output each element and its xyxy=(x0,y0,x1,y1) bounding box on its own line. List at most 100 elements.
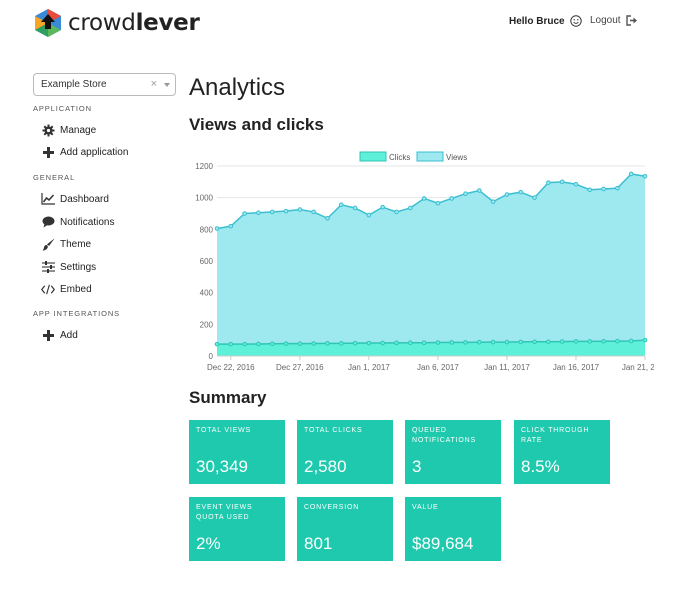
sidebar-item-notifications[interactable]: Notifications xyxy=(41,214,114,230)
clicks-point xyxy=(642,337,648,343)
stat-card-total-clicks: TOTAL CLICKS 2,580 xyxy=(297,420,393,484)
views-point xyxy=(504,192,510,197)
stat-label: TOTAL VIEWS xyxy=(196,427,251,434)
clicks-point xyxy=(559,339,565,344)
paint-brush-icon xyxy=(41,237,55,251)
views-point xyxy=(587,187,593,193)
section-app-integrations: APP INTEGRATIONS xyxy=(33,309,121,318)
views-point xyxy=(642,173,648,179)
x-tick-label: Jan 11, 2017 xyxy=(484,363,530,372)
brand-name: crowdlever xyxy=(68,10,200,36)
greeting-text: Hello Bruce xyxy=(509,15,565,27)
views-line xyxy=(216,173,646,230)
sidebar-item-label: Theme xyxy=(60,238,92,250)
plus-icon xyxy=(41,145,55,159)
y-tick-label: 800 xyxy=(200,225,214,234)
stat-value: 2% xyxy=(196,534,221,553)
y-tick-label: 1000 xyxy=(195,194,213,203)
sidebar-item-label: Manage xyxy=(60,124,97,136)
views-point xyxy=(269,209,275,215)
x-tick-label: Jan 6, 2017 xyxy=(417,363,459,372)
clicks-point xyxy=(601,338,606,344)
stat-card-queued-notifications: QUEUED NOTIFICATIONS 3 xyxy=(405,420,501,484)
x-tick-label: Dec 22, 2016 xyxy=(207,363,255,372)
stat-value: 30,349 xyxy=(196,457,248,476)
store-select[interactable]: Example Store × xyxy=(33,73,176,96)
plus-icon xyxy=(41,328,55,342)
sliders-icon xyxy=(41,260,55,274)
sidebar-item-label: Notifications xyxy=(60,216,115,228)
smiley-icon xyxy=(569,15,582,27)
stat-value: 3 xyxy=(412,457,422,476)
clicks-point xyxy=(518,339,524,345)
sidebar-item-add-application[interactable]: Add application xyxy=(41,144,128,160)
sidebar-item-theme[interactable]: Theme xyxy=(41,236,91,252)
stat-label: EVENT VIEWS QUOTA USED xyxy=(196,504,253,521)
views-point xyxy=(311,209,316,215)
sidebar-item-settings[interactable]: Settings xyxy=(41,259,96,275)
clicks-point xyxy=(338,341,344,346)
views-point xyxy=(214,226,220,231)
clicks-point xyxy=(463,340,468,345)
sidebar-item-label: Add application xyxy=(60,146,129,158)
sidebar-item-add-integration[interactable]: Add xyxy=(41,327,78,343)
clicks-point xyxy=(256,341,261,347)
views-point xyxy=(283,208,289,214)
views-point xyxy=(546,180,551,185)
page-title: Analytics xyxy=(189,74,286,101)
sidebar-item-dashboard[interactable]: Dashboard xyxy=(41,191,109,207)
code-icon xyxy=(41,282,55,296)
clicks-point xyxy=(269,341,275,347)
clicks-point xyxy=(628,338,634,344)
brand-logo[interactable]: crowdlever xyxy=(33,8,200,38)
clicks-point xyxy=(242,341,247,347)
line-chart-icon xyxy=(41,192,55,206)
views-point xyxy=(228,223,234,229)
views-point xyxy=(615,185,620,191)
clicks-point xyxy=(477,339,482,345)
clicks-point xyxy=(435,340,441,345)
clicks-point xyxy=(615,338,620,344)
views-point xyxy=(352,205,358,211)
views-point xyxy=(366,212,372,218)
x-tick-label: Dec 27, 2016 xyxy=(276,363,324,372)
chart-heading: Views and clicks xyxy=(189,115,324,134)
views-point xyxy=(394,209,399,215)
stat-value: 8.5% xyxy=(521,457,560,476)
views-point xyxy=(435,200,441,206)
y-tick-label: 600 xyxy=(200,257,214,266)
views-clicks-chart: 0 200 400 600 800 1000 1200 Dec 22, 2016 Dec 27,… xyxy=(195,151,654,372)
y-tick-label: 0 xyxy=(209,352,214,361)
clicks-point xyxy=(311,341,316,346)
clicks-point xyxy=(297,341,303,346)
stat-label: QUEUED NOTIFICATIONS xyxy=(412,427,476,444)
section-application: APPLICATION xyxy=(33,104,92,113)
clicks-point xyxy=(325,341,330,346)
stat-value: $89,684 xyxy=(412,534,474,553)
stat-label: CLICK THROUGH RATE xyxy=(521,427,590,444)
user-greeting[interactable]: Hello Bruce xyxy=(509,15,582,27)
speech-bubble-icon xyxy=(41,215,55,229)
legend-label-clicks: Clicks xyxy=(389,153,410,162)
legend-swatch-views xyxy=(416,151,444,162)
chevron-down-icon[interactable] xyxy=(164,83,170,87)
stat-card-total-views: TOTAL VIEWS 30,349 xyxy=(189,420,285,484)
views-point xyxy=(338,202,344,208)
logout-button[interactable]: Logout xyxy=(590,15,638,26)
clear-selection-icon[interactable]: × xyxy=(150,78,157,90)
clicks-point xyxy=(283,341,289,346)
legend-label-views: Views xyxy=(446,153,467,162)
views-point xyxy=(380,204,385,210)
clicks-point xyxy=(214,341,220,347)
sidebar-item-embed[interactable]: Embed xyxy=(41,281,92,297)
sidebar-item-manage[interactable]: Manage xyxy=(41,122,96,138)
sidebar-item-label: Settings xyxy=(60,261,97,273)
stat-label: TOTAL CLICKS xyxy=(304,427,363,434)
clicks-point xyxy=(394,340,399,346)
views-point xyxy=(532,195,537,200)
store-select-value: Example Store xyxy=(41,79,107,90)
clicks-point xyxy=(532,339,537,345)
views-point xyxy=(325,215,330,221)
summary-heading: Summary xyxy=(189,388,267,407)
clicks-point xyxy=(504,339,510,345)
